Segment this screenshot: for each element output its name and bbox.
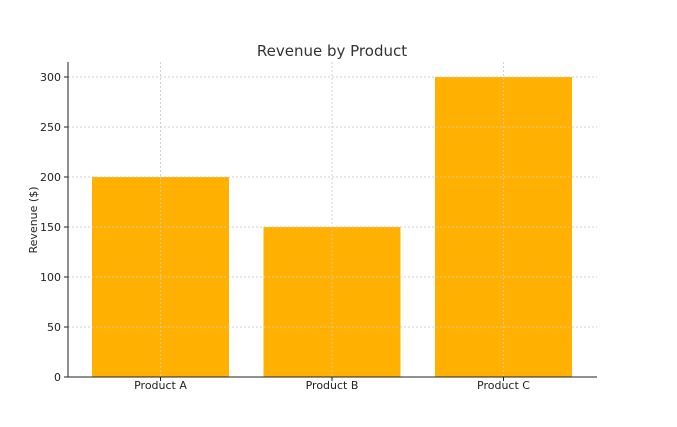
bars: [68, 62, 597, 378]
y-tick-label: 300: [40, 71, 61, 84]
chart-title: Revenue by Product: [257, 42, 407, 60]
y-axis-label: Revenue ($): [27, 187, 40, 254]
y-tick-label: 50: [47, 321, 61, 334]
y-tick-label: 100: [40, 271, 61, 284]
y-tick-label: 250: [40, 121, 61, 134]
y-tick-label: 150: [40, 221, 61, 234]
x-tick-label: Product C: [477, 379, 530, 392]
x-tick-label: Product B: [306, 379, 359, 392]
y-tick-label: 0: [54, 371, 61, 384]
x-tick-label: Product A: [134, 379, 187, 392]
y-tick-label: 200: [40, 171, 61, 184]
ticks: 0 50 100 150 200 250 300 Product A Product B Prod…: [40, 71, 530, 392]
